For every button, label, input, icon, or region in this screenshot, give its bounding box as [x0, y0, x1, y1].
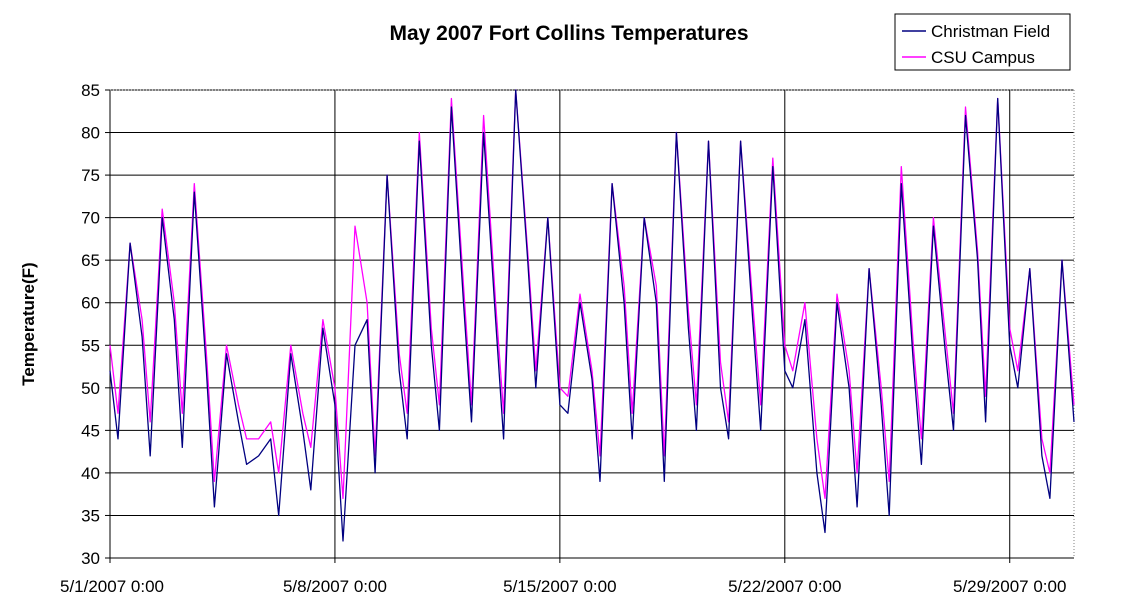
chart-title: May 2007 Fort Collins Temperatures: [389, 22, 748, 45]
x-tick-label: 5/8/2007 0:00: [283, 577, 387, 596]
y-tick-label: 75: [81, 166, 100, 185]
series-line-csu-campus: [109, 89, 1075, 500]
y-tick-label: 45: [81, 421, 100, 440]
series-lines: [109, 89, 1075, 542]
gridlines: [110, 89, 1074, 559]
axes: [109, 89, 1075, 559]
y-axis-label: Temperature(F): [19, 262, 38, 385]
y-tick-label: 40: [81, 464, 100, 483]
legend-box: [894, 13, 1071, 71]
legend-label-csu-campus: CSU Campus: [931, 48, 1035, 67]
y-tick-label: 70: [81, 209, 100, 228]
y-tick-label: 35: [81, 506, 100, 525]
x-tick-labels: 5/1/2007 0:00 5/8/2007 0:00 5/15/2007 0:00…: [60, 558, 1066, 596]
y-tick-label: 50: [81, 379, 100, 398]
y-tick-label: 80: [81, 124, 100, 143]
legend-label-christman-field: Christman Field: [931, 22, 1050, 41]
x-tick-label: 5/29/2007 0:00: [953, 577, 1066, 596]
y-tick-label: 55: [81, 336, 100, 355]
y-tick-label: 30: [81, 549, 100, 568]
x-tick-label: 5/1/2007 0:00: [60, 577, 164, 596]
legend: Christman Field CSU Campus: [894, 13, 1071, 71]
series-line-christman-field: [109, 89, 1075, 542]
y-tick-label: 60: [81, 294, 100, 313]
x-tick-label: 5/22/2007 0:00: [728, 577, 841, 596]
y-tick-labels: 30 35 40 45 50 55 60 65 70 75 80 85: [81, 81, 110, 568]
y-tick-label: 65: [81, 251, 100, 270]
y-tick-label: 85: [81, 81, 100, 100]
x-tick-label: 5/15/2007 0:00: [503, 577, 616, 596]
